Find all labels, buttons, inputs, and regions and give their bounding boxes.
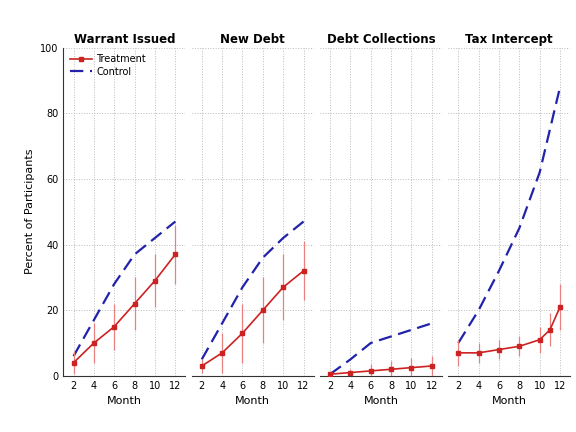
Title: Tax Intercept: Tax Intercept bbox=[465, 33, 553, 46]
Legend: Treatment, Control: Treatment, Control bbox=[68, 52, 148, 79]
X-axis label: Month: Month bbox=[492, 396, 526, 406]
Y-axis label: Percent of Participants: Percent of Participants bbox=[25, 149, 35, 274]
X-axis label: Month: Month bbox=[107, 396, 142, 406]
X-axis label: Month: Month bbox=[235, 396, 270, 406]
Title: Debt Collections: Debt Collections bbox=[327, 33, 435, 46]
X-axis label: Month: Month bbox=[363, 396, 399, 406]
Title: Warrant Issued: Warrant Issued bbox=[74, 33, 175, 46]
Title: New Debt: New Debt bbox=[220, 33, 285, 46]
